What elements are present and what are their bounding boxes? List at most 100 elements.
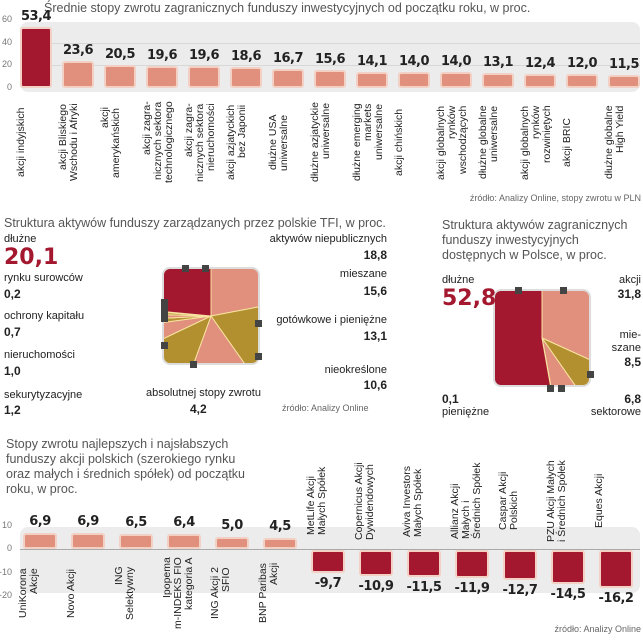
bar [23, 532, 57, 549]
bar [503, 550, 537, 580]
bar [230, 66, 262, 88]
pie-slice [541, 290, 590, 386]
bar [398, 72, 430, 88]
data-label: 12,0 [566, 56, 598, 72]
connector-marker [161, 315, 168, 322]
slice-name: rynku surowców [4, 272, 83, 284]
data-label: 14,0 [440, 54, 472, 70]
bar [311, 550, 345, 573]
category-label: Aviva Investors Małych Spółek [401, 465, 424, 537]
data-label: 6,9 [29, 513, 51, 529]
y-tick: 10 [1, 519, 12, 530]
slice-value: 0,2 [4, 287, 21, 301]
chart2-title: Struktura aktywów funduszy zarządzanych … [4, 216, 386, 230]
slice-value: 4,2 [190, 402, 207, 416]
pie-slice [163, 315, 212, 364]
pie-slice [210, 293, 259, 364]
pie-slice [163, 268, 212, 317]
slice-name: ochrony kapitału [4, 310, 85, 322]
connector-marker [255, 353, 262, 360]
gridline [20, 42, 640, 44]
slice-name: dłużne [442, 274, 475, 286]
connector-marker [547, 385, 554, 392]
chart3-title: Struktura aktywów zagranicznych funduszy… [442, 218, 628, 262]
y-tick: 60 [1, 14, 12, 24]
y-tick: 0 [6, 543, 12, 553]
data-label: 6,9 [77, 513, 99, 529]
data-label: 20,5 [104, 46, 136, 62]
data-label: -12,7 [502, 582, 538, 598]
bar [119, 533, 153, 549]
connector-marker [161, 299, 168, 306]
bar [272, 69, 304, 88]
slice-value: 31,8 [617, 287, 641, 301]
data-label: 5,0 [221, 518, 243, 534]
data-label: 12,4 [524, 55, 556, 71]
pie-slice [540, 336, 590, 386]
bar [104, 64, 136, 88]
bar [188, 65, 220, 88]
slice-value: 0,7 [4, 325, 21, 339]
bar [62, 61, 94, 88]
y-tick: 0 [6, 82, 12, 92]
connector-marker [190, 361, 197, 368]
data-label: -16,2 [598, 591, 634, 607]
bar [71, 532, 105, 549]
connector-marker [255, 320, 262, 327]
data-label: 11,5 [608, 56, 640, 72]
slice-value: 1,0 [4, 364, 21, 378]
bar [356, 72, 388, 88]
bar [20, 27, 52, 88]
y-tick: -20 [0, 590, 12, 600]
bar [482, 73, 514, 88]
slice-name: mieszane [339, 268, 387, 280]
bar [608, 74, 640, 88]
data-label: 18,6 [230, 48, 262, 64]
category-label: MetLife Akcji Małych Spółek [305, 466, 328, 536]
data-label: 15,6 [314, 52, 346, 68]
slice-value: 18,8 [363, 248, 387, 262]
data-label: 19,6 [188, 47, 220, 63]
slice-name: aktywów niepublicznych [269, 233, 387, 245]
bar [359, 550, 393, 576]
data-label: -14,5 [550, 587, 586, 603]
y-tick: 40 [1, 36, 12, 47]
data-label: 4,5 [269, 519, 291, 535]
slice-value: 1,2 [4, 403, 21, 417]
category-label: Caspar Akcji Polskich [497, 471, 520, 531]
chart4-source: źródło: Analizy Online [554, 624, 641, 634]
chart1-source: źródło: Analizy Online, stopy zwrotu w P… [469, 193, 641, 203]
y-tick: -10 [0, 566, 12, 577]
slice-value: 15,6 [363, 284, 387, 298]
data-label: 6,5 [125, 514, 147, 530]
slice-name: nieruchomości [4, 349, 75, 361]
connector-marker [560, 287, 567, 294]
bar [167, 533, 201, 549]
data-label: 14,0 [398, 54, 430, 70]
category-label: ING Selektywny [113, 566, 136, 620]
data-label: -11,9 [454, 580, 490, 596]
slice-name: pieniężne [442, 406, 490, 418]
data-label: 14,1 [356, 54, 388, 70]
slice-name: absolutnej stopy zwrotu [146, 387, 261, 399]
bar [263, 538, 297, 549]
slice-name: sekurytyzacyjne [4, 389, 83, 401]
pie-slice [163, 315, 212, 332]
pie-slice [163, 315, 212, 364]
category-label: Allianz Akcji Małych i Średnich Spółek [449, 462, 483, 540]
bar [524, 73, 556, 88]
chart1-title: Średnie stopy zwrotu zagranicznych fundu… [44, 1, 531, 15]
connector-marker [202, 265, 209, 272]
bar [551, 550, 585, 585]
category-label: Eques Akcji [593, 473, 605, 529]
data-label: 53,4 [20, 9, 52, 25]
bar [440, 72, 472, 88]
slice-name: mie- szane [611, 329, 641, 354]
bar [599, 550, 633, 589]
slice-value: 10,6 [363, 378, 387, 392]
connector-marker [161, 305, 168, 312]
connector-marker [161, 342, 168, 349]
data-label: 23,6 [62, 43, 94, 59]
category-label: Novo Akcji [65, 568, 77, 618]
